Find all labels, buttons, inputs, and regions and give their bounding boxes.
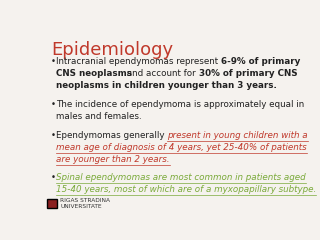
- Text: •: •: [51, 131, 56, 140]
- Text: Spinal ependymomas are most common in patients aged: Spinal ependymomas are most common in pa…: [56, 173, 306, 182]
- Text: present in young children with a: present in young children with a: [167, 131, 308, 140]
- Text: males and females.: males and females.: [56, 112, 142, 121]
- Text: CNS neoplasms: CNS neoplasms: [56, 69, 132, 78]
- FancyBboxPatch shape: [47, 199, 57, 208]
- Text: The incidence of ependymoma is approximately equal in: The incidence of ependymoma is approxima…: [56, 100, 304, 109]
- Text: •: •: [51, 100, 56, 109]
- Text: 6-9% of primary: 6-9% of primary: [221, 57, 300, 66]
- Text: are younger than 2 years.: are younger than 2 years.: [56, 155, 170, 164]
- Text: 30% of primary CNS: 30% of primary CNS: [199, 69, 298, 78]
- Text: Epidemiology: Epidemiology: [51, 41, 173, 59]
- Text: neoplasms in children younger than 3 years.: neoplasms in children younger than 3 yea…: [56, 81, 277, 90]
- Text: Intracranial ependymomas represent: Intracranial ependymomas represent: [56, 57, 221, 66]
- Text: •: •: [51, 57, 56, 66]
- Text: mean age of diagnosis of 4 years, yet 25-40% of patients: mean age of diagnosis of 4 years, yet 25…: [56, 143, 307, 152]
- Text: •: •: [51, 173, 56, 182]
- Text: and account for: and account for: [124, 69, 199, 78]
- Text: RIGAS STRADINA
UNIVERSITATE: RIGAS STRADINA UNIVERSITATE: [60, 198, 110, 209]
- Text: 15-40 years, most of which are of a myxopapillary subtype.: 15-40 years, most of which are of a myxo…: [56, 185, 316, 194]
- Text: Ependymomas generally: Ependymomas generally: [56, 131, 167, 140]
